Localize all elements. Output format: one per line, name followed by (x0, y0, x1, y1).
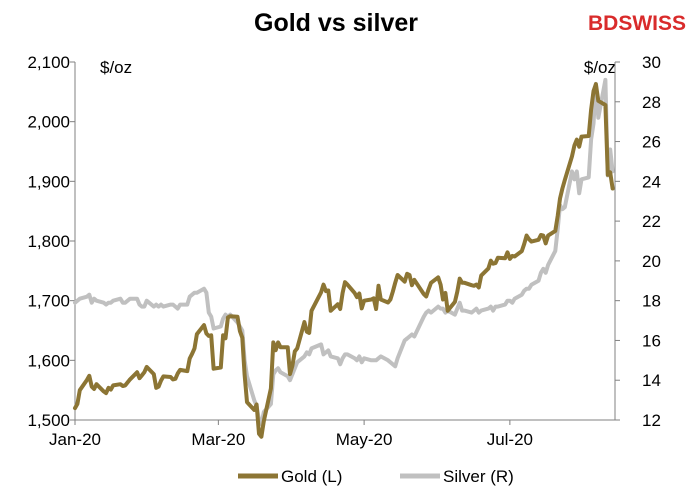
x-tick-label: Jul-20 (487, 430, 533, 449)
right-tick-label: 18 (642, 292, 661, 311)
right-tick-label: 22 (642, 212, 661, 231)
right-tick-label: 24 (642, 172, 661, 191)
brand-logo-swiss: SWISS (618, 12, 686, 35)
left-tick-label: 1,700 (27, 292, 70, 311)
svg-text:BDSWISS: BDSWISS (588, 12, 686, 35)
left-tick-label: 2,100 (27, 53, 70, 72)
left-axis-unit: $/oz (100, 58, 132, 77)
gold-series-line (73, 82, 615, 439)
right-tick-label: 16 (642, 331, 661, 350)
right-axis-unit: $/oz (584, 58, 616, 77)
brand-logo-bd: BD (588, 12, 618, 35)
right-tick-label: 12 (642, 411, 661, 430)
right-tick-label: 28 (642, 93, 661, 112)
legend-gold-label: Gold (L) (281, 467, 342, 486)
silver-series-line (73, 77, 615, 426)
right-tick-label: 26 (642, 133, 661, 152)
legend-silver-label: Silver (R) (443, 467, 514, 486)
right-tick-label: 30 (642, 53, 661, 72)
left-tick-label: 2,000 (27, 113, 70, 132)
x-axis-ticks: Jan-20 Mar-20 May-20 Jul-20 (49, 420, 533, 449)
series-layer (73, 77, 615, 439)
right-tick-label: 14 (642, 371, 661, 390)
brand-logo: BDSWISS (588, 12, 686, 35)
right-tick-label: 20 (642, 252, 661, 271)
right-axis-ticks: 12 14 16 18 20 22 24 26 28 30 (615, 53, 661, 430)
left-axis-ticks: 1,500 1,600 1,700 1,800 1,900 2,000 2,100 (27, 53, 75, 430)
left-tick-label: 1,900 (27, 172, 70, 191)
x-tick-label: May-20 (336, 430, 393, 449)
left-tick-label: 1,500 (27, 411, 70, 430)
left-tick-label: 1,800 (27, 232, 70, 251)
x-tick-label: Mar-20 (191, 430, 245, 449)
chart-title: Gold vs silver (254, 9, 418, 37)
x-tick-label: Jan-20 (49, 430, 101, 449)
left-tick-label: 1,600 (27, 351, 70, 370)
legend: Gold (L) Silver (R) (238, 467, 514, 486)
